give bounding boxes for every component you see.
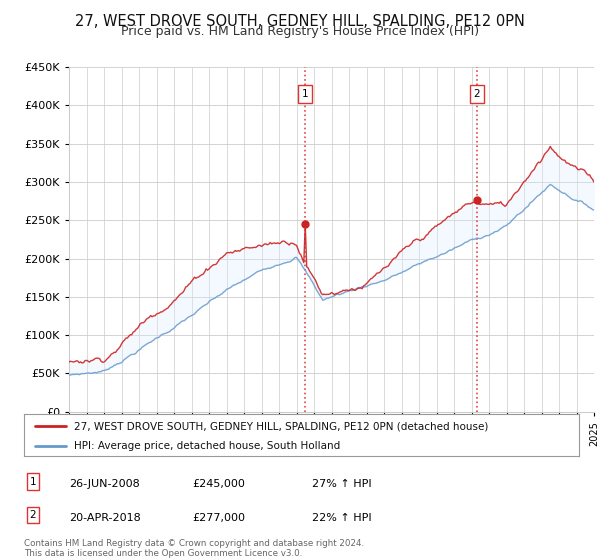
Text: Price paid vs. HM Land Registry's House Price Index (HPI): Price paid vs. HM Land Registry's House …	[121, 25, 479, 38]
Text: Contains HM Land Registry data © Crown copyright and database right 2024.: Contains HM Land Registry data © Crown c…	[24, 539, 364, 548]
Text: 2: 2	[29, 510, 37, 520]
Text: 20-APR-2018: 20-APR-2018	[69, 513, 141, 523]
Text: HPI: Average price, detached house, South Holland: HPI: Average price, detached house, Sout…	[74, 441, 340, 451]
Text: 1: 1	[302, 89, 308, 99]
Text: 1: 1	[29, 477, 37, 487]
Text: 26-JUN-2008: 26-JUN-2008	[69, 479, 140, 489]
Text: 27% ↑ HPI: 27% ↑ HPI	[312, 479, 371, 489]
Text: £277,000: £277,000	[192, 513, 245, 523]
Text: 2: 2	[473, 89, 480, 99]
Text: 27, WEST DROVE SOUTH, GEDNEY HILL, SPALDING, PE12 0PN (detached house): 27, WEST DROVE SOUTH, GEDNEY HILL, SPALD…	[74, 421, 488, 431]
Text: This data is licensed under the Open Government Licence v3.0.: This data is licensed under the Open Gov…	[24, 549, 302, 558]
Text: 22% ↑ HPI: 22% ↑ HPI	[312, 513, 371, 523]
Text: £245,000: £245,000	[192, 479, 245, 489]
Text: 27, WEST DROVE SOUTH, GEDNEY HILL, SPALDING, PE12 0PN: 27, WEST DROVE SOUTH, GEDNEY HILL, SPALD…	[75, 14, 525, 29]
